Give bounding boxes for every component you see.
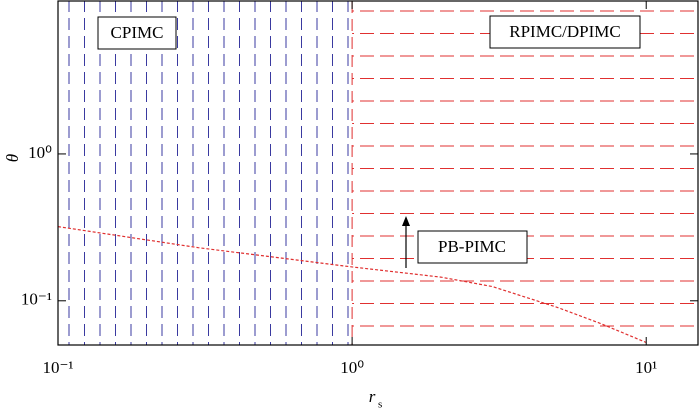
y-axis-label: θ: [3, 154, 22, 162]
arrow-head: [402, 216, 410, 226]
label-box: [417, 230, 528, 264]
y-tick-label: 10⁻¹: [21, 290, 52, 309]
x-tick-label: 10¹: [635, 358, 657, 377]
boundary-line: [57, 226, 647, 344]
region: [58, 1, 353, 345]
region: [352, 1, 698, 345]
x-axis-label-subscript: s: [378, 399, 382, 411]
label-box: [97, 16, 177, 50]
x-axis-label: r: [369, 387, 376, 406]
region-label: RPIMC/DPIMC: [509, 22, 620, 41]
plot-frame: [57, 0, 699, 346]
label-box: [489, 15, 641, 49]
y-tick-label: 10⁰: [28, 143, 52, 162]
x-tick-label: 10⁰: [340, 358, 364, 377]
region-label: CPIMC: [111, 23, 164, 42]
x-tick-label: 10⁻¹: [42, 358, 73, 377]
series-label: PB-PIMC: [438, 237, 506, 256]
